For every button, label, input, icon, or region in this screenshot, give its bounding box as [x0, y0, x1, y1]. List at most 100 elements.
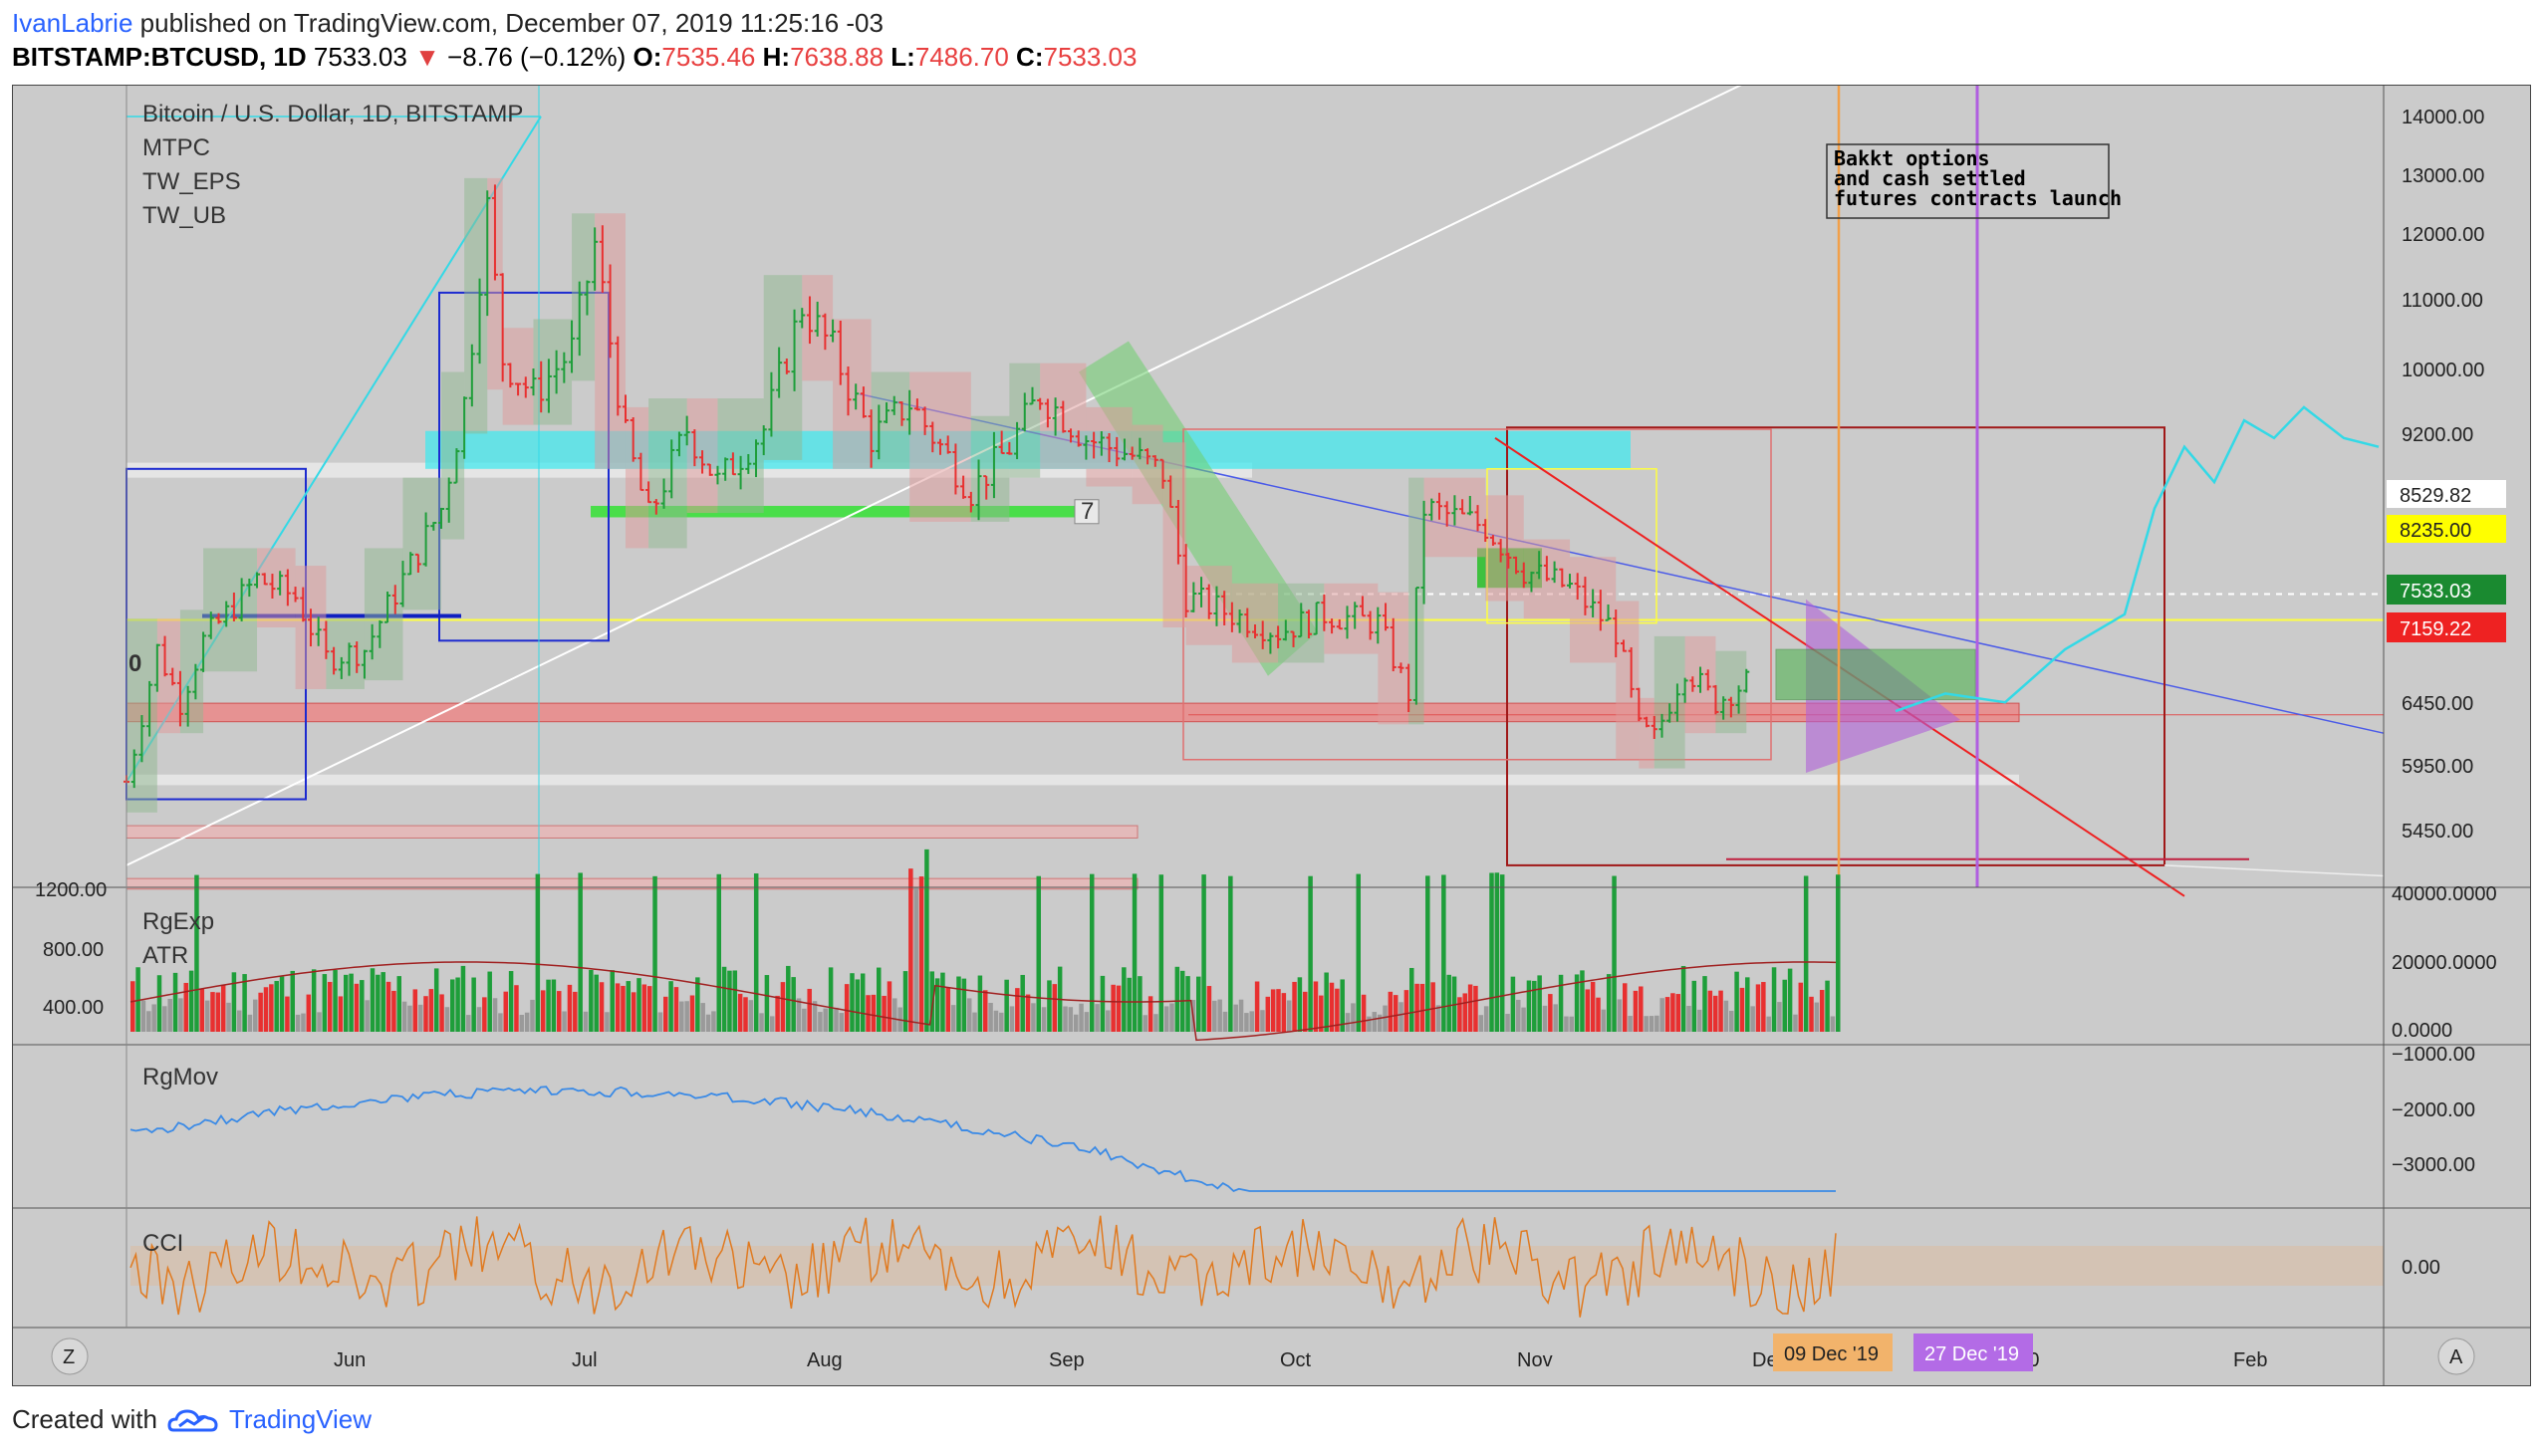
volume-bar [1414, 983, 1419, 1032]
chart-frame[interactable]: 7 Bitcoin / U.S. Dollar, 1D, BITSTAMP MT… [12, 85, 2531, 1386]
volume-bar [1537, 975, 1542, 1032]
bear-range-box [487, 177, 503, 390]
volume-bar [1106, 1010, 1111, 1032]
volume-bar [1403, 990, 1409, 1032]
volume-bar [1596, 997, 1601, 1032]
price-tick: 14000.00 [2402, 107, 2484, 128]
close-value: 7533.03 [1043, 42, 1138, 72]
volume-bar [433, 968, 439, 1032]
zoom-reset-label: Z [63, 1346, 75, 1368]
volume-bar [711, 1011, 716, 1032]
month-label: Aug [807, 1349, 843, 1371]
volume-bar [940, 972, 945, 1032]
volume-bar [524, 1012, 530, 1032]
chart-background [13, 86, 2530, 1385]
volume-bar [929, 971, 934, 1032]
author-link[interactable]: IvanLabrie [12, 8, 133, 38]
volume-bar [215, 992, 221, 1032]
volume-bar [1090, 873, 1095, 1032]
volume-bar [482, 997, 487, 1032]
bear-range-box [1162, 442, 1186, 628]
price-tick: 13000.00 [2402, 165, 2484, 187]
volume-label-atr: ATR [142, 942, 188, 969]
volume-left-tick: 400.00 [43, 997, 104, 1019]
volume-bar [349, 973, 354, 1032]
volume-bar [466, 1015, 471, 1032]
volume-bar [887, 981, 892, 1032]
volume-bar [1196, 976, 1201, 1032]
volume-bar [636, 978, 641, 1032]
volume-bar [1324, 972, 1329, 1032]
volume-bar [1750, 1006, 1755, 1032]
bull-range-box [464, 177, 488, 434]
volume-bar [1286, 1000, 1292, 1032]
volume-bar [407, 1005, 412, 1032]
tradingview-brand-link[interactable]: TradingView [228, 1404, 373, 1434]
volume-bar [269, 984, 274, 1032]
volume-bar [471, 977, 476, 1032]
price-tick: 12000.00 [2402, 224, 2484, 246]
volume-bar [242, 974, 247, 1032]
volume-bar [327, 981, 333, 1032]
low-label: L: [890, 42, 915, 72]
volume-bar [1723, 1000, 1729, 1032]
month-label: Jul [572, 1349, 598, 1371]
volume-bar [1297, 977, 1303, 1032]
volume-bar [1308, 875, 1313, 1032]
volume-bar [338, 996, 344, 1032]
volume-bar [156, 975, 162, 1032]
volume-bar [1244, 1013, 1249, 1032]
volume-bar [1063, 1006, 1068, 1032]
volume-bar [1462, 993, 1467, 1032]
volume-bar [1313, 981, 1319, 1032]
volume-bar [1670, 993, 1675, 1032]
volume-bar [450, 979, 455, 1032]
volume-bar [1499, 874, 1505, 1032]
volume-bar [663, 996, 668, 1032]
bull-range-box [1653, 635, 1685, 769]
volume-bar [1798, 982, 1804, 1032]
volume-bar [1163, 1006, 1169, 1032]
volume-bar [1068, 1007, 1074, 1032]
volume-bar [882, 995, 887, 1032]
bear-range-box [156, 618, 180, 734]
time-axis[interactable]: Z A Jun Jul Aug Sep Oct Nov Dec 2020 Feb… [51, 1334, 2475, 1375]
volume-bar [641, 984, 647, 1032]
cci-line [129, 1215, 1837, 1318]
volume-bar [913, 886, 918, 1032]
volume-bar [860, 973, 866, 1032]
volume-bar [673, 987, 679, 1032]
volume-bar [807, 988, 812, 1032]
price-axis[interactable]: 14000.00 13000.00 12000.00 11000.00 1000… [2402, 107, 2484, 843]
bakkt-note-box[interactable] [1826, 143, 2110, 219]
volume-bar [1680, 965, 1686, 1032]
volume-bar [530, 999, 535, 1032]
volume-bar [908, 868, 913, 1032]
volume-bar [1793, 1014, 1798, 1032]
volume-bar [354, 983, 360, 1032]
bull-range-box [326, 618, 365, 689]
indicator-tw-ub: TW_UB [142, 202, 226, 229]
volume-bar [1473, 985, 1478, 1032]
auto-scale-button[interactable] [2437, 1337, 2475, 1375]
month-label: Nov [1517, 1349, 1553, 1371]
volume-bar [476, 1007, 482, 1032]
zoom-reset-button[interactable] [51, 1337, 89, 1375]
volume-bar [589, 969, 594, 1032]
volume-bar [1127, 977, 1132, 1032]
volume-bar [1174, 966, 1180, 1032]
volume-bar [226, 1002, 231, 1032]
volume-bar [1212, 1000, 1217, 1032]
volume-bar [1345, 1013, 1351, 1032]
volume-bar [737, 993, 743, 1032]
volume-bar [460, 965, 466, 1032]
volume-bar [1569, 1016, 1574, 1032]
volume-bar [1644, 1016, 1649, 1032]
rgmov-label: RgMov [142, 1064, 218, 1091]
volume-bar [993, 1010, 999, 1032]
volume-bar [1836, 874, 1841, 1032]
chart-canvas[interactable]: 7 Bitcoin / U.S. Dollar, 1D, BITSTAMP MT… [13, 86, 2530, 1385]
volume-bar [183, 982, 188, 1032]
volume-bar [1675, 994, 1680, 1032]
volume-bar [1222, 1011, 1228, 1032]
